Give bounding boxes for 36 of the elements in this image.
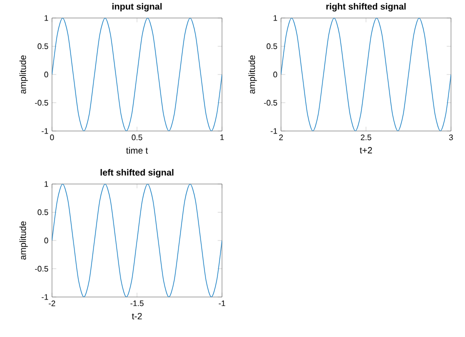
y-tick-label: 0.5	[38, 209, 48, 216]
y-tick-label: 1	[44, 181, 48, 187]
y-tick-label: 0.5	[266, 43, 278, 50]
x-tick-label: 0	[50, 134, 54, 140]
y-tick-label: -1	[42, 128, 48, 134]
x-tick-label: 2	[279, 134, 283, 140]
x-tick-label: -2	[48, 300, 56, 306]
x-axis-title: time t	[126, 147, 148, 154]
x-tick-label: 1	[220, 134, 224, 140]
x-axis-title: t+2	[360, 147, 372, 154]
chart-title: left shifted signal	[100, 169, 174, 178]
y-tick-label: -1	[42, 294, 48, 300]
line-series	[52, 18, 222, 131]
chart-title: input signal	[112, 3, 162, 12]
y-tick-label: 1	[44, 15, 48, 21]
y-tick-label: 0.5	[38, 43, 48, 50]
x-tick-label: 0.5	[132, 134, 142, 140]
y-axis-title: amplitude	[19, 55, 28, 94]
y-axis-title: amplitude	[248, 55, 257, 94]
y-tick-label: -0.5	[35, 266, 48, 272]
y-tick-label: 1	[274, 15, 278, 21]
y-tick-label: -0.5	[264, 100, 278, 106]
x-tick-label: -1	[218, 300, 226, 306]
y-tick-label: 0	[44, 238, 48, 244]
line-series	[52, 184, 222, 297]
y-tick-label: -1	[270, 128, 278, 134]
y-tick-label: -0.5	[35, 100, 48, 106]
x-axis-title: t-2	[132, 312, 142, 320]
y-axis-title: amplitude	[19, 221, 28, 260]
line-series	[281, 18, 452, 131]
chart-title: right shifted signal	[326, 3, 406, 12]
x-tick-label: 3	[449, 134, 453, 140]
x-tick-label: -1.5	[130, 300, 144, 306]
y-tick-label: 0	[273, 72, 278, 78]
y-tick-label: 0	[44, 72, 48, 78]
x-tick-label: 2.5	[360, 134, 372, 140]
